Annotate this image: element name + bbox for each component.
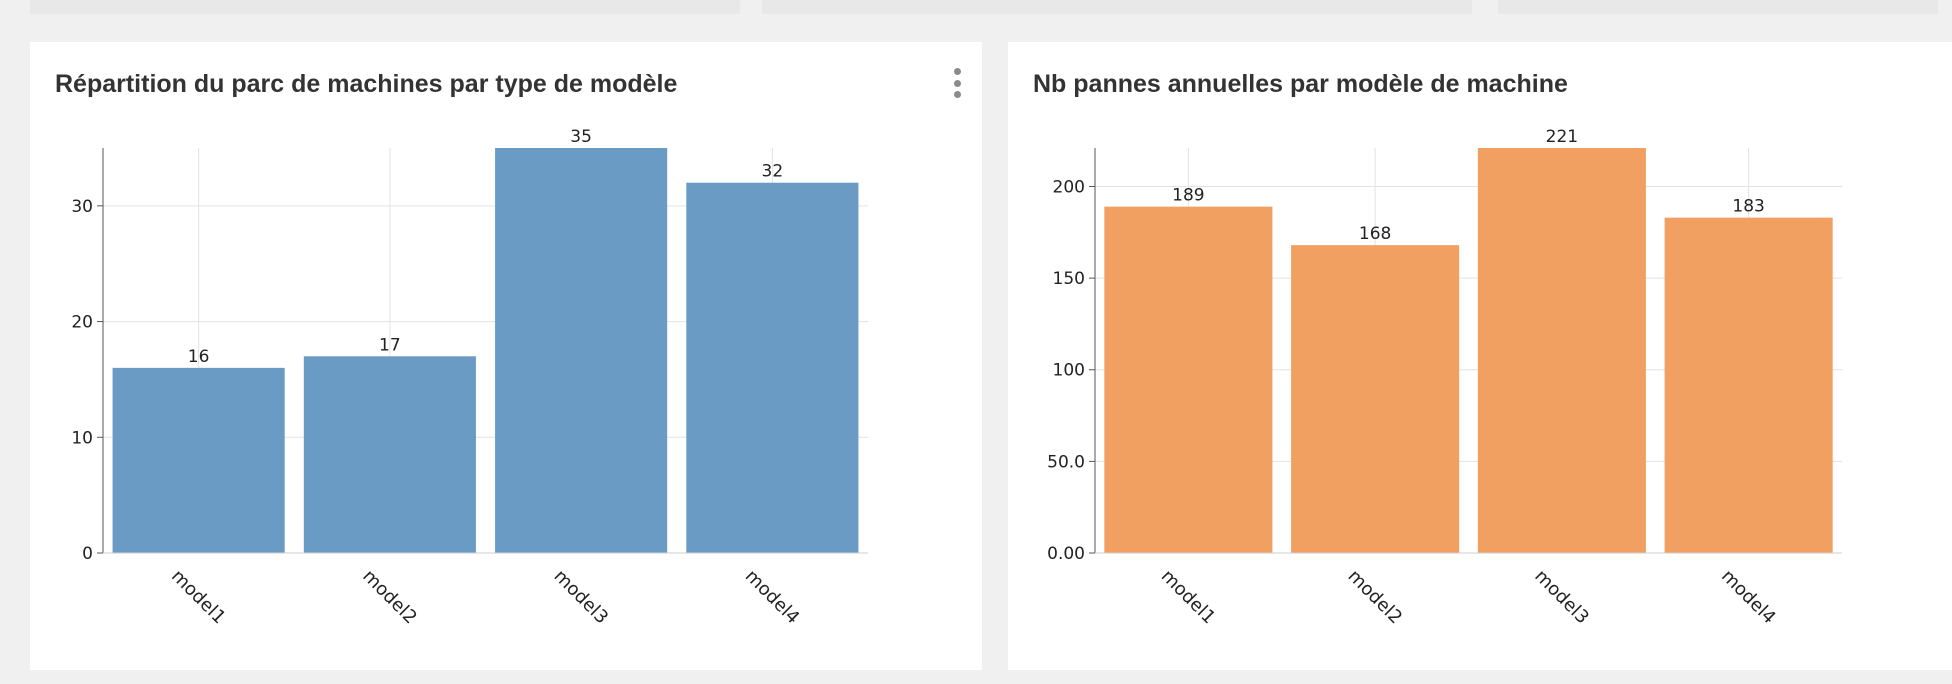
top-strip-left: [30, 0, 740, 14]
bar-model1: [1104, 206, 1273, 554]
bar-model2: [303, 356, 476, 553]
top-strip-middle: [762, 0, 1472, 14]
chart-title: Nb pannes annuelles par modèle de machin…: [1033, 70, 1568, 98]
y-tick-label: 10: [71, 428, 93, 448]
y-tick-label: 50.0: [1047, 452, 1085, 472]
x-tick-label: model3: [1530, 566, 1593, 629]
data-label: 168: [1359, 224, 1391, 244]
y-tick-label: 0.00: [1047, 544, 1085, 564]
data-label: 16: [188, 347, 210, 367]
bar-model4: [686, 182, 859, 553]
data-label: 35: [570, 127, 592, 147]
chart-panel-machine-distribution: Répartition du parc de machines par type…: [30, 42, 982, 670]
top-strip-right: [1498, 0, 1938, 14]
bar-chart: 0 10 20 30 16 model1 17 model2 35 model3 32 model4: [71, 127, 868, 629]
bar-model4: [1664, 217, 1833, 554]
y-tick-label: 20: [71, 313, 93, 333]
x-tick-label: model2: [1344, 566, 1407, 629]
x-tick-label: model3: [550, 566, 613, 629]
x-tick-label: model1: [1157, 566, 1220, 629]
data-label: 183: [1732, 197, 1764, 217]
bar-model1: [112, 367, 285, 553]
x-tick-label: model4: [1717, 566, 1780, 629]
y-tick-label: 0: [82, 544, 93, 564]
data-label: 32: [762, 162, 784, 182]
x-tick-label: model1: [167, 566, 230, 629]
bar-model2: [1291, 245, 1460, 553]
bar-model3: [495, 148, 668, 553]
y-tick-label: 30: [71, 197, 93, 217]
menu-dot: [953, 79, 961, 87]
y-tick-label: 200: [1053, 177, 1085, 197]
menu-dot: [953, 91, 961, 98]
menu-dot: [953, 68, 961, 75]
bar-chart: 0.00 50.0 100 150 200 189 model1 168 model2 221 mo…: [1047, 127, 1842, 629]
chart-title: Répartition du parc de machines par type…: [55, 70, 678, 98]
y-tick-label: 100: [1053, 361, 1085, 381]
chart-panel-annual-failures: Nb pannes annuelles par modèle de machin…: [1008, 42, 1952, 670]
data-label: 17: [379, 335, 401, 355]
data-label: 221: [1546, 127, 1578, 147]
more-options-icon[interactable]: [952, 68, 962, 98]
bar-model3: [1477, 148, 1646, 553]
y-tick-label: 150: [1053, 269, 1085, 289]
x-tick-label: model4: [741, 566, 804, 629]
x-tick-label: model2: [358, 566, 421, 629]
data-label: 189: [1172, 186, 1204, 206]
